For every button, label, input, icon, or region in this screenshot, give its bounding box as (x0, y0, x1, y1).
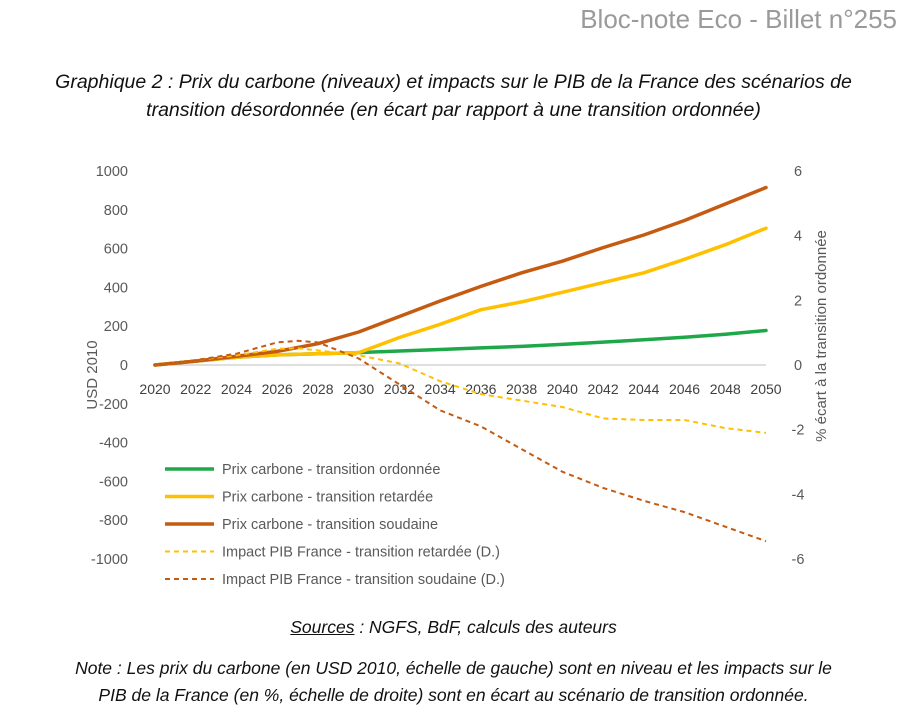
x-tick-label: 2034 (425, 381, 456, 397)
y2-tick-label: 6 (794, 164, 802, 180)
x-tick-label: 2020 (139, 381, 170, 397)
y-tick-label: 0 (120, 358, 128, 374)
publication-header: Bloc-note Eco - Billet n°255 (580, 4, 897, 34)
y2-tick-label: 2 (794, 293, 802, 309)
y2-tick-label: 4 (794, 229, 802, 245)
y2-tick-label: -4 (792, 487, 805, 503)
y-tick-label: -400 (99, 436, 128, 452)
y-tick-label: -1000 (91, 552, 128, 568)
chart-note: Note : Les prix du carbone (en USD 2010,… (0, 655, 907, 709)
y-tick-label: 600 (104, 242, 128, 258)
legend-label-2: Prix carbone - transition retardée (222, 490, 433, 506)
chart-area: 1000 800 600 400 200 0 -200 -400 -600 -800 -1000 6 4… (84, 164, 830, 588)
x-tick-label: 2048 (710, 381, 741, 397)
chart-title-line-2: transition désordonnée (en écart par rap… (146, 99, 761, 121)
y-axis-title: USD 2010 (84, 340, 101, 409)
series-line-2 (153, 226, 768, 367)
y-tick-label: 400 (104, 280, 128, 296)
x-tick-label: 2050 (750, 381, 781, 397)
y-tick-label: 200 (104, 319, 128, 335)
y2-tick-label: -6 (792, 552, 805, 568)
series-line-1 (153, 328, 768, 367)
x-tick-label: 2042 (587, 381, 618, 397)
legend-label-3: Prix carbone - transition soudaine (222, 517, 438, 533)
series-line-5 (154, 339, 767, 543)
legend-label-4: Impact PIB France - transition retardée … (222, 545, 500, 561)
x-tick-label: 2028 (302, 381, 333, 397)
chart-note-line-1: Note : Les prix du carbone (en USD 2010,… (75, 658, 832, 678)
sources-line: Sources : NGFS, BdF, calculs des auteurs (0, 617, 907, 638)
y2-axis-title: % écart à la transition ordonnée (813, 230, 830, 442)
chart-note-line-2: PIB de la France (en %, échelle de droit… (98, 685, 809, 705)
sources-label: Sources (290, 617, 355, 637)
y-tick-label: -800 (99, 513, 128, 529)
x-tick-label: 2022 (180, 381, 211, 397)
x-tick-label: 2038 (506, 381, 537, 397)
y-tick-label: 800 (104, 203, 128, 219)
x-tick-label: 2046 (669, 381, 700, 397)
x-tick-label: 2036 (465, 381, 496, 397)
legend-label-5: Impact PIB France - transition soudaine … (222, 572, 505, 588)
chart-title-line-1: Graphique 2 : Prix du carbone (niveaux) … (55, 71, 852, 93)
y-tick-label: -200 (99, 397, 128, 413)
x-tick-label: 2044 (628, 381, 659, 397)
series-line-4 (154, 347, 767, 434)
y-tick-label: 1000 (96, 164, 128, 180)
x-tick-label: 2030 (343, 381, 374, 397)
y2-tick-label: 0 (794, 358, 802, 374)
x-tick-label: 2026 (262, 381, 293, 397)
x-tick-label: 2024 (221, 381, 252, 397)
x-tick-label: 2032 (384, 381, 415, 397)
x-tick-label: 2040 (547, 381, 578, 397)
chart-title: Graphique 2 : Prix du carbone (niveaux) … (0, 68, 907, 124)
y-tick-label: -600 (99, 474, 128, 490)
sources-text: : NGFS, BdF, calculs des auteurs (354, 617, 617, 637)
legend-label-1: Prix carbone - transition ordonnée (222, 462, 440, 478)
y2-tick-label: -2 (792, 423, 805, 439)
series-line-3 (153, 185, 768, 367)
